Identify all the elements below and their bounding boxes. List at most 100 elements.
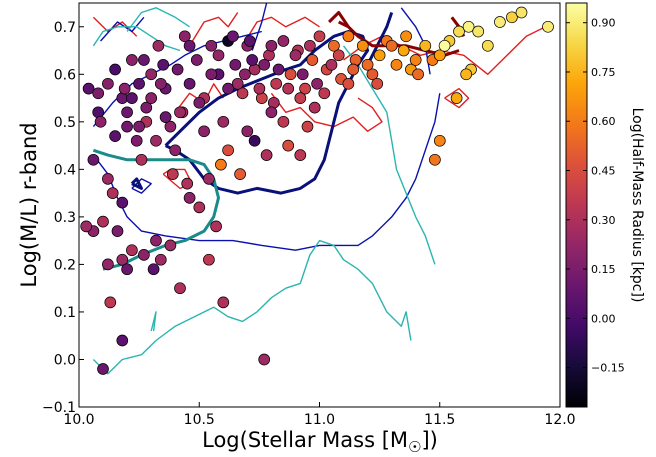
scatter-point [152,39,165,52]
scatter-point [371,77,384,90]
x-tick-label: 10.5 [184,412,215,428]
x-axis-label: Log(Stellar Mass [M☉]) [202,428,438,456]
scatter-point [133,77,145,90]
y-tick-label: 0.2 [54,257,76,273]
scatter-point [481,39,494,52]
scatter-point [217,115,230,128]
scatter-point [140,101,153,114]
scatter-point [183,39,196,52]
scatter-point [102,258,114,271]
scatter-point [325,58,338,71]
scatter-point [222,144,234,157]
contour-line-5 [444,87,470,109]
colorbar-ticks: −0.15 0.00 0.15 0.30 0.45 0.60 0.75 0.90 [566,17,625,375]
scatter-point [130,134,143,147]
scatter-point [282,82,295,95]
scatter-point [183,77,196,90]
contour-line-23 [328,11,350,28]
scatter-point [236,87,249,100]
y-tick-label: 0.7 [54,20,76,36]
scatter-point [126,244,138,257]
scatter-point [332,49,345,62]
scatter-point [102,173,114,185]
colorbar-tick-label: 0.75 [591,66,616,79]
scatter-point [121,120,133,133]
x-tick-label: 10.0 [63,412,94,428]
scatter-point [265,39,278,52]
scatter-point [342,77,355,90]
scatter-point [462,20,475,33]
scatter-point [92,87,105,100]
contour-line-1 [189,12,239,47]
scatter-point [515,6,528,19]
plot-background [79,3,560,407]
scatter-point [178,30,191,43]
scatter-point [87,153,100,166]
scatter-point [296,68,309,81]
x-tick-label: 11.0 [304,412,335,428]
scatter-point [126,92,138,104]
scatter-point [542,20,554,33]
scatter-point [205,39,218,52]
scatter-point [241,125,254,138]
scatter-point [111,225,124,237]
scatter-point [265,106,278,119]
contour-line-15 [126,7,190,32]
scatter-point [217,296,230,309]
scatter-point [433,134,446,147]
scatter-point [308,101,321,114]
scatter-point [121,263,133,276]
scatter-point [347,63,360,76]
scatter-point [193,201,206,214]
x-tick-label: 11.5 [424,412,455,428]
scatter-point [400,30,412,43]
scatter-point [171,63,184,76]
scatter-point [472,25,485,38]
contour-line-2 [241,16,320,47]
scatter-point [102,77,114,90]
scatter-point [227,30,239,43]
scatter-point [135,153,148,166]
y-tick-label: 0.6 [54,67,76,83]
scatter-point [460,68,473,81]
scatter-point [361,58,374,71]
scatter-point [304,39,316,52]
scatter-point [166,168,179,180]
scatter-point [94,115,107,128]
scatter-point [282,139,295,152]
scatter-point [409,54,422,66]
scatter-point [181,177,194,190]
scatter-point [318,87,331,100]
scatter-point [270,77,283,90]
scatter-point [506,11,518,24]
scatter-point [419,39,432,52]
scatter-point [150,134,162,147]
scatter-point [109,63,121,76]
scatter-point [203,253,215,266]
scatter-point [433,49,446,62]
scatter-point [299,82,311,95]
scatter-point [205,68,218,81]
colorbar-tick-label: 0.00 [591,312,616,325]
scatter-point [301,120,314,133]
scatter-point [157,58,170,71]
scatter-point [164,239,177,252]
scatter-point [164,120,177,133]
scatter-point [284,68,297,81]
scatter-point [121,106,133,119]
contour-line-20 [366,12,394,66]
scatter-point [311,77,323,90]
scatter-point [294,92,307,104]
scatter-point [174,106,186,119]
contour-line-17 [92,239,412,375]
scatter-point [272,63,285,76]
scatter-point [494,16,506,28]
scatter-point [138,249,150,261]
scatter-point [150,234,162,247]
scatter-point [243,35,256,47]
scatter-point [248,134,261,147]
scatter-point [80,220,93,233]
scatter-point [174,282,186,295]
scatter-point [154,253,167,266]
